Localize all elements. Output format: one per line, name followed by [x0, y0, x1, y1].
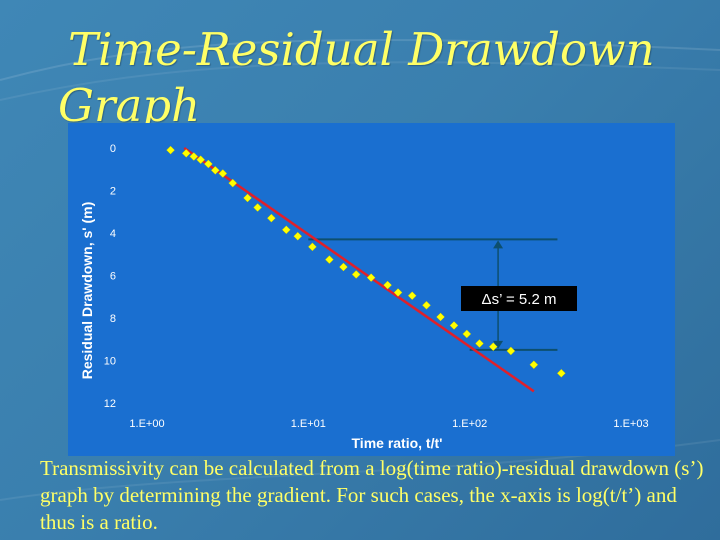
data-point — [393, 288, 403, 297]
chart-panel: 0 2 4 6 8 10 12 1.E+00 1.E+01 1.E+02 1.E+03 Time ra… — [68, 123, 675, 456]
data-point — [308, 242, 317, 252]
data-point — [475, 339, 484, 348]
slide-title-line-1: Time-Residual Drawdown — [68, 23, 655, 76]
data-point — [351, 270, 361, 279]
data-point — [210, 165, 220, 175]
data-point — [267, 213, 276, 223]
fit-line — [183, 146, 535, 393]
data-point — [228, 178, 238, 188]
data-point — [181, 148, 191, 158]
data-point — [325, 255, 334, 264]
y-tick-label: 12 — [104, 398, 116, 410]
data-point — [166, 145, 175, 155]
data-point — [243, 193, 252, 203]
slide-title: Time-Residual Drawdown Graph — [58, 22, 698, 134]
data-point — [488, 342, 498, 352]
annotation-arrow-down — [493, 340, 504, 349]
annotation-box — [461, 286, 577, 311]
x-tick-label: 1.E+02 — [452, 418, 487, 430]
data-point — [218, 169, 228, 178]
data-point — [196, 155, 205, 165]
x-tick-label: 1.E+00 — [129, 418, 164, 430]
data-point — [203, 159, 213, 169]
y-tick-label: 8 — [110, 313, 116, 325]
residual-drawdown-chart: 0 2 4 6 8 10 12 1.E+00 1.E+01 1.E+02 1.E+03 Time ra… — [79, 143, 649, 451]
data-point — [383, 280, 392, 290]
data-point — [529, 360, 539, 370]
data-point — [422, 300, 431, 310]
caption-text: Transmissivity can be calculated from a … — [40, 456, 704, 534]
data-point — [462, 329, 472, 339]
y-tick-label: 0 — [110, 143, 116, 155]
annotation-arrow-up — [493, 240, 504, 249]
data-point — [189, 152, 199, 161]
data-point — [407, 291, 417, 301]
data-point — [281, 225, 291, 235]
data-point — [506, 346, 516, 356]
data-point — [556, 368, 566, 378]
data-point — [339, 262, 348, 272]
data-point — [366, 273, 376, 282]
x-tick-label: 1.E+03 — [613, 418, 648, 430]
data-point — [253, 203, 262, 212]
x-tick-label: 1.E+01 — [291, 418, 326, 430]
data-point — [293, 231, 303, 241]
data-point — [449, 321, 459, 330]
y-tick-label: 2 — [110, 186, 116, 198]
y-tick-label: 6 — [110, 271, 116, 283]
y-axis-title: Residual Drawdown, s' (m) — [79, 202, 95, 380]
y-tick-label: 10 — [104, 356, 116, 368]
data-point — [436, 312, 445, 322]
y-tick-label: 4 — [110, 228, 116, 240]
annotation-label: Δs’ = 5.2 m — [482, 291, 557, 308]
x-axis-title: Time ratio, t/t' — [352, 435, 443, 451]
